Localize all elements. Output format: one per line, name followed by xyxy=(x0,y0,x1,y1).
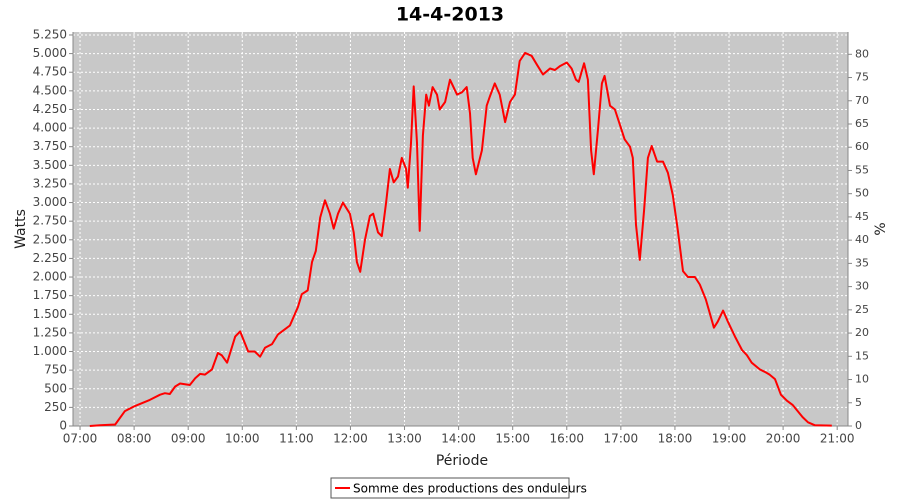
y-tick-label: 1.500 xyxy=(33,307,67,321)
y-tick-label: 3.750 xyxy=(33,139,67,153)
y-tick-label: 0 xyxy=(59,419,67,433)
y2-tick-label: 0 xyxy=(855,419,862,432)
y2-tick-label: 30 xyxy=(855,280,869,293)
x-tick-label: 11:00 xyxy=(279,432,314,446)
y-tick-label: 4.000 xyxy=(33,121,67,135)
y-tick-label: 1.000 xyxy=(33,344,67,358)
y2-tick-label: 50 xyxy=(855,187,869,200)
y2-tick-label: 60 xyxy=(855,140,869,153)
y-tick-label: 2.750 xyxy=(33,214,67,228)
y2-tick-label: 80 xyxy=(855,47,869,60)
y-tick-label: 3.000 xyxy=(33,195,67,209)
y2-tick-label: 65 xyxy=(855,117,869,130)
x-tick-label: 12:00 xyxy=(333,432,368,446)
y2-tick-label: 55 xyxy=(855,163,869,176)
x-tick-label: 07:00 xyxy=(63,432,98,446)
y2-tick-label: 15 xyxy=(855,349,869,362)
chart-title: 14-4-2013 xyxy=(396,4,504,26)
y-tick-label: 500 xyxy=(44,381,67,395)
x-tick-label: 18:00 xyxy=(658,432,693,446)
y2-tick-label: 10 xyxy=(855,373,869,386)
x-tick-label: 10:00 xyxy=(225,432,260,446)
y-axis-label: Watts xyxy=(13,209,29,249)
y-tick-label: 2.000 xyxy=(33,270,67,284)
x-axis-label: Période xyxy=(436,453,488,469)
y2-tick-label: 35 xyxy=(855,256,869,269)
legend-box xyxy=(330,477,570,499)
y-tick-label: 4.250 xyxy=(33,102,67,116)
x-tick-label: 19:00 xyxy=(712,432,747,446)
x-tick-label: 13:00 xyxy=(387,432,422,446)
legend-label: Somme des productions des onduleurs xyxy=(353,482,587,496)
x-tick-label: 08:00 xyxy=(117,432,152,446)
x-tick-label: 14:00 xyxy=(441,432,476,446)
y2-tick-label: 40 xyxy=(855,233,869,246)
y2-axis-label: % xyxy=(873,222,889,235)
x-tick-label: 17:00 xyxy=(604,432,639,446)
y2-tick-label: 75 xyxy=(855,71,869,84)
y-tick-label: 5.000 xyxy=(33,46,67,60)
y2-tick-label: 20 xyxy=(855,326,869,339)
y-tick-label: 1.250 xyxy=(33,325,67,339)
line xyxy=(89,51,832,427)
y-tick-label: 250 xyxy=(44,400,67,414)
y-tick-label: 3.250 xyxy=(33,176,67,190)
y-tick-label: 1.750 xyxy=(33,288,67,302)
y-tick-label: 5.250 xyxy=(33,27,67,41)
y2-tick-label: 5 xyxy=(855,396,862,409)
y2-tick-label: 45 xyxy=(855,210,869,223)
y-tick-label: 2.250 xyxy=(33,251,67,265)
y2-tick-label: 25 xyxy=(855,303,869,316)
plot-area xyxy=(73,32,848,426)
x-tick-label: 16:00 xyxy=(549,432,584,446)
y2-tick-label: 70 xyxy=(855,94,869,107)
x-tick-label: 21:00 xyxy=(820,432,855,446)
y-tick-label: 3.500 xyxy=(33,158,67,172)
x-tick-label: 15:00 xyxy=(495,432,530,446)
y-tick-label: 750 xyxy=(44,363,67,377)
x-tick-label: 09:00 xyxy=(171,432,206,446)
y-tick-label: 2.500 xyxy=(33,232,67,246)
y-tick-label: 4.750 xyxy=(33,65,67,79)
x-tick-label: 20:00 xyxy=(766,432,801,446)
y-tick-label: 4.500 xyxy=(33,83,67,97)
